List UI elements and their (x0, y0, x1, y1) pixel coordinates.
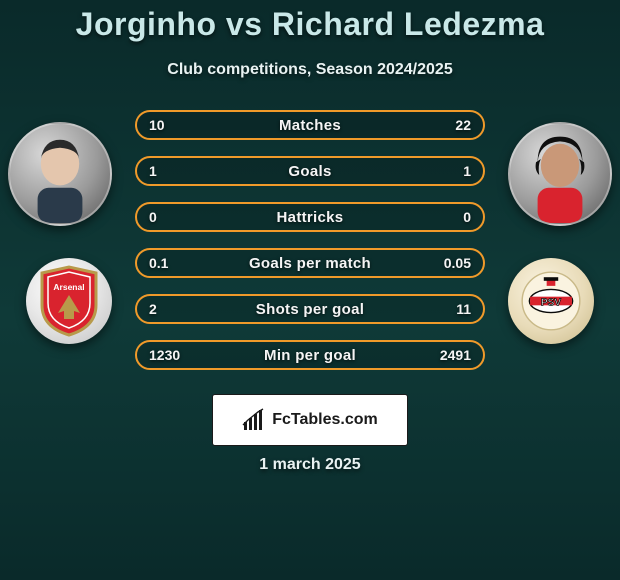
stat-label: Matches (137, 117, 483, 134)
stat-label: Min per goal (137, 347, 483, 364)
page-title: Jorginho vs Richard Ledezma (0, 0, 620, 43)
stats-area: 10 Matches 22 1 Goals 1 0 Hattricks 0 0.… (0, 110, 620, 386)
stat-label: Goals per match (137, 255, 483, 272)
stat-label: Hattricks (137, 209, 483, 226)
stat-label: Goals (137, 163, 483, 180)
stat-label: Shots per goal (137, 301, 483, 318)
page-subtitle: Club competitions, Season 2024/2025 (0, 61, 620, 79)
stat-row: 0.1 Goals per match 0.05 (135, 248, 485, 278)
source-badge: FcTables.com (212, 394, 408, 446)
stat-row: 0 Hattricks 0 (135, 202, 485, 232)
date-label: 1 march 2025 (0, 456, 620, 474)
stat-row: 2 Shots per goal 11 (135, 294, 485, 324)
bar-chart-icon (242, 408, 266, 432)
stat-row: 1230 Min per goal 2491 (135, 340, 485, 370)
comparison-card: Jorginho vs Richard Ledezma Club competi… (0, 0, 620, 580)
source-label: FcTables.com (272, 411, 378, 429)
stat-row: 1 Goals 1 (135, 156, 485, 186)
stat-row: 10 Matches 22 (135, 110, 485, 140)
